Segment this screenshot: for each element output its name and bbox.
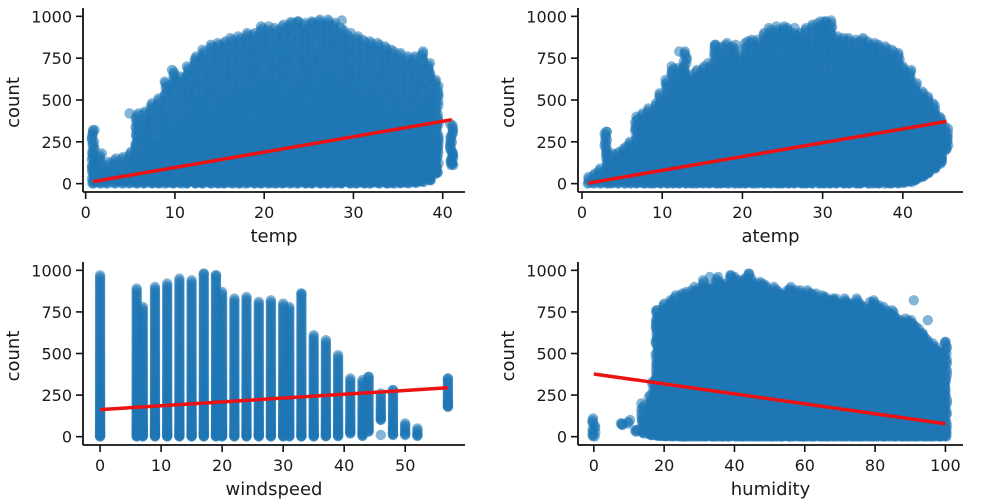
y-tick-label: 750: [41, 49, 72, 68]
y-tick-label: 1000: [31, 7, 72, 26]
data-point: [263, 21, 274, 32]
data-point: [285, 17, 296, 28]
x-tick-label: 40: [433, 203, 453, 222]
data-point: [430, 74, 441, 86]
x-axis-label: temp: [250, 226, 297, 247]
data-point: [87, 124, 99, 136]
scatter-points: [582, 15, 954, 189]
x-tick-label: 10: [165, 203, 185, 222]
x-tick-label: 0: [81, 203, 91, 222]
y-tick-label: 250: [41, 133, 72, 152]
x-tick-label: 20: [254, 203, 274, 222]
y-tick-label: 0: [62, 175, 72, 194]
data-point: [336, 15, 347, 26]
data-point: [417, 46, 429, 57]
subplot-temp: 0 10 20 30 40 0 250 500 750 1000 temp count: [3, 7, 465, 247]
data-point: [386, 44, 397, 55]
data-point: [166, 64, 178, 76]
data-point: [307, 17, 318, 29]
data-point: [424, 58, 436, 69]
y-tick-label: 500: [41, 91, 72, 110]
data-point: [124, 108, 135, 119]
scatter-points: [86, 14, 459, 189]
y-axis-label: count: [3, 77, 24, 128]
data-point: [96, 148, 108, 159]
x-tick-label: 30: [343, 203, 363, 222]
